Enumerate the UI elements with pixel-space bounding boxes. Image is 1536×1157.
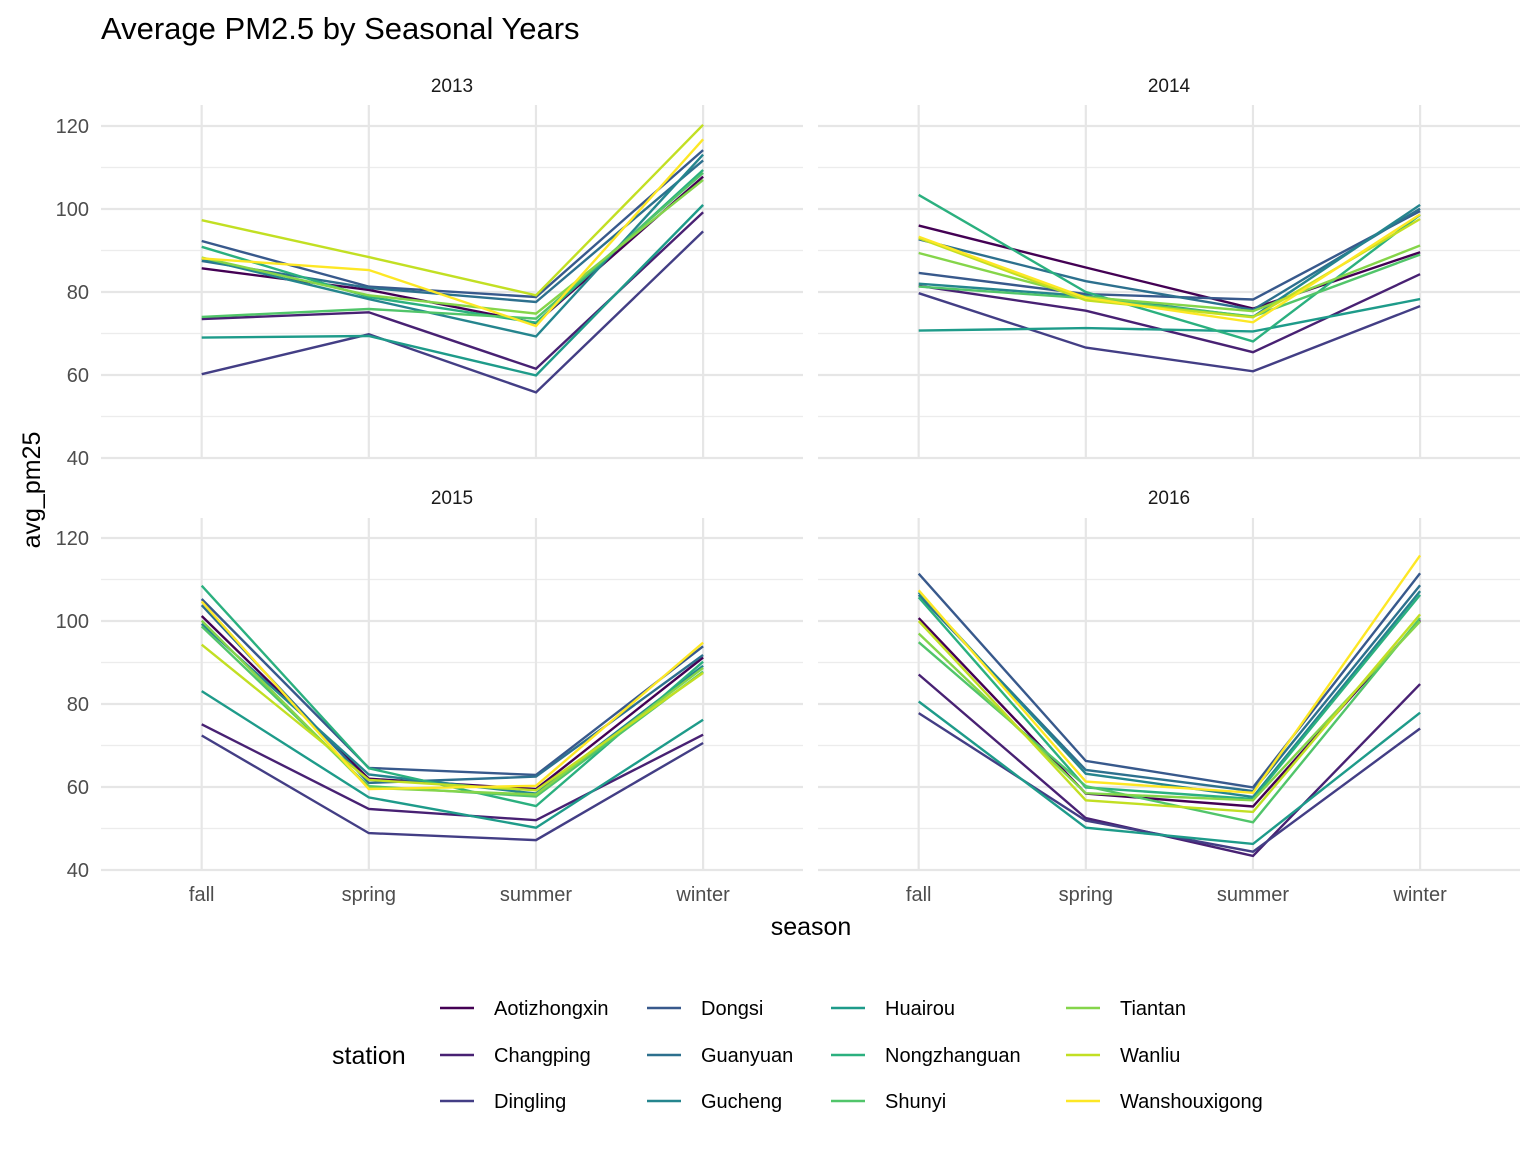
x-axis-title: season — [771, 913, 852, 941]
series-line-guanyuan — [918, 207, 1421, 312]
x-tick-label: winter — [1392, 884, 1447, 906]
series-line-dingling — [201, 230, 704, 394]
panel-2015: 2015 40 60 80 100 120 fall spring summer winter — [56, 488, 803, 906]
series-line-wanshouxigong — [201, 138, 704, 328]
series-line-shunyi — [917, 617, 1422, 824]
legend-label: Guanyuan — [701, 1045, 793, 1067]
panel-strip-label: 2015 — [431, 488, 473, 509]
legend-label: Wanliu — [1120, 1045, 1180, 1067]
series-line-gucheng — [917, 590, 1422, 799]
series-line-wanliu — [201, 123, 704, 297]
y-tick-label: 60 — [67, 777, 89, 799]
series-line-huairou — [918, 297, 1421, 333]
legend-label: Nongzhanguan — [885, 1045, 1021, 1067]
x-tick-label: summer — [500, 884, 573, 906]
legend-item: Wanliu — [1066, 1045, 1180, 1067]
series-line-dongsi — [917, 572, 1422, 789]
panel-strip-label: 2013 — [431, 76, 473, 97]
series-line-dingling — [201, 734, 704, 842]
y-axis-title: avg_pm25 — [18, 432, 46, 549]
legend-label: Wanshouxigong — [1120, 1091, 1263, 1113]
series-line-tiantan — [201, 178, 704, 315]
series-line-wanshouxigong — [918, 213, 1421, 324]
legend-item: Dingling — [440, 1091, 566, 1113]
y-tick-label: 100 — [56, 611, 89, 633]
legend-item: Changping — [440, 1045, 591, 1067]
legend-label: Aotizhongxin — [494, 998, 609, 1020]
series-line-huairou — [917, 700, 1421, 846]
legend-label: Gucheng — [701, 1091, 782, 1113]
y-tick-label: 120 — [56, 528, 89, 550]
legend-item: Wanshouxigong — [1066, 1091, 1263, 1113]
legend-item: Nongzhanguan — [831, 1045, 1021, 1067]
series-line-guanyuan — [200, 604, 704, 785]
legend-label: Dingling — [494, 1091, 566, 1113]
series-line-gucheng — [918, 203, 1421, 319]
facet-panels: 2013 40 60 80 100 120 2014 2015 40 60 80 100 120 fall… — [56, 76, 1520, 906]
y-tick-label: 80 — [67, 694, 89, 716]
legend-item: Shunyi — [831, 1091, 946, 1113]
series-line-huairou — [201, 690, 704, 829]
panel-2014: 2014 — [818, 76, 1520, 460]
series-line-nongzhanguan — [201, 169, 704, 324]
legend-item: Aotizhongxin — [440, 998, 609, 1020]
legend-label: Dongsi — [701, 998, 763, 1020]
x-tick-label: summer — [1217, 884, 1290, 906]
series-line-wanshouxigong — [200, 600, 704, 791]
x-tick-label: fall — [189, 884, 215, 906]
x-tick-label: winter — [675, 884, 730, 906]
legend-item: Tiantan — [1066, 998, 1186, 1020]
series-line-wanliu — [917, 613, 1422, 814]
series-line-dingling — [918, 712, 1421, 853]
series-line-nongzhanguan — [918, 193, 1421, 343]
series-line-aotizhongxin — [918, 224, 1421, 310]
series-line-tiantan — [918, 244, 1421, 313]
x-tick-label: spring — [342, 884, 396, 906]
x-tick-label: spring — [1059, 884, 1113, 906]
series-line-dongsi — [200, 598, 704, 777]
series-line-aotizhongxin — [201, 175, 704, 325]
legend-item: Huairou — [831, 998, 955, 1020]
series-line-dingling — [918, 292, 1421, 373]
series-line-nongzhanguan — [917, 594, 1422, 801]
chart-title: Average PM2.5 by Seasonal Years — [101, 11, 580, 46]
legend: station Aotizhongxin Changping Dingling Don… — [332, 998, 1263, 1113]
series-line-changping — [918, 273, 1421, 354]
series-line-dongsi — [918, 210, 1421, 301]
series-line-changping — [201, 723, 704, 822]
legend-label: Changping — [494, 1045, 591, 1067]
legend-item: Guanyuan — [647, 1045, 793, 1067]
series-line-wanliu — [200, 643, 704, 792]
panel-2016: 2016 fall spring summer winter — [818, 488, 1520, 906]
legend-label: Shunyi — [885, 1091, 946, 1113]
y-tick-label: 60 — [67, 365, 89, 387]
legend-label: Huairou — [885, 998, 955, 1020]
series-line-aotizhongxin — [917, 617, 1421, 808]
legend-label: Tiantan — [1120, 998, 1186, 1020]
panel-strip-label: 2016 — [1148, 488, 1190, 509]
y-tick-label: 40 — [67, 860, 89, 882]
legend-title: station — [332, 1042, 406, 1070]
y-tick-label: 80 — [67, 282, 89, 304]
series-line-wanliu — [918, 217, 1421, 319]
legend-item: Dongsi — [647, 998, 763, 1020]
panel-strip-label: 2014 — [1148, 76, 1191, 97]
y-tick-label: 40 — [67, 448, 89, 470]
legend-item: Gucheng — [647, 1091, 782, 1113]
panel-2013: 2013 40 60 80 100 120 — [56, 76, 803, 470]
series-line-tiantan — [917, 620, 1421, 802]
series-line-wanshouxigong — [917, 554, 1422, 795]
series-line-huairou — [201, 204, 704, 377]
series-line-shunyi — [918, 253, 1421, 318]
y-tick-label: 120 — [56, 116, 89, 138]
y-tick-label: 100 — [56, 199, 89, 221]
x-tick-label: fall — [906, 884, 932, 906]
